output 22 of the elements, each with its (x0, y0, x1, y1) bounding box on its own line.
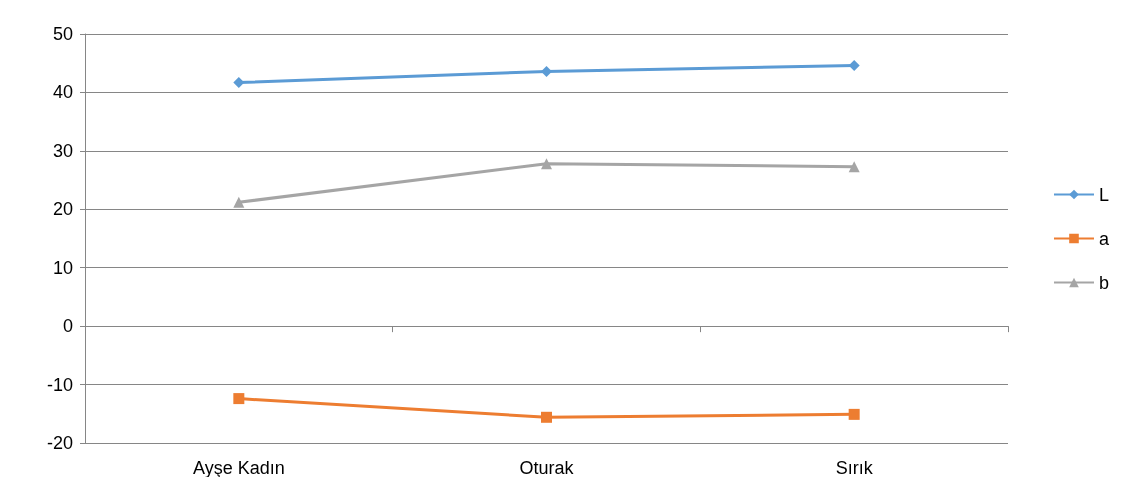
point (541, 411, 552, 423)
y-tick-label: -10 (46, 374, 73, 395)
y-tick-label: 0 (62, 316, 73, 337)
point (233, 77, 245, 88)
legend-label: L (1098, 184, 1109, 205)
point (848, 408, 860, 420)
point (541, 65, 552, 77)
y-tick-label: 20 (52, 199, 73, 220)
point (848, 161, 860, 173)
y-tick-label: 10 (52, 257, 73, 278)
y-tick-label: -20 (46, 433, 73, 453)
y-tick-label: 30 (52, 140, 73, 161)
x-tick-label: Oturak (519, 458, 575, 477)
point (233, 393, 245, 405)
y-tick-label: 50 (52, 24, 73, 44)
legend-label: b (1098, 272, 1109, 293)
y-tick-label: 40 (52, 82, 73, 103)
x-tick-label: Ayşe Kadın (192, 458, 285, 477)
x-tick-label: Sırık (835, 458, 874, 477)
point (233, 196, 245, 208)
point (541, 158, 552, 170)
legend-label: a (1098, 228, 1110, 249)
